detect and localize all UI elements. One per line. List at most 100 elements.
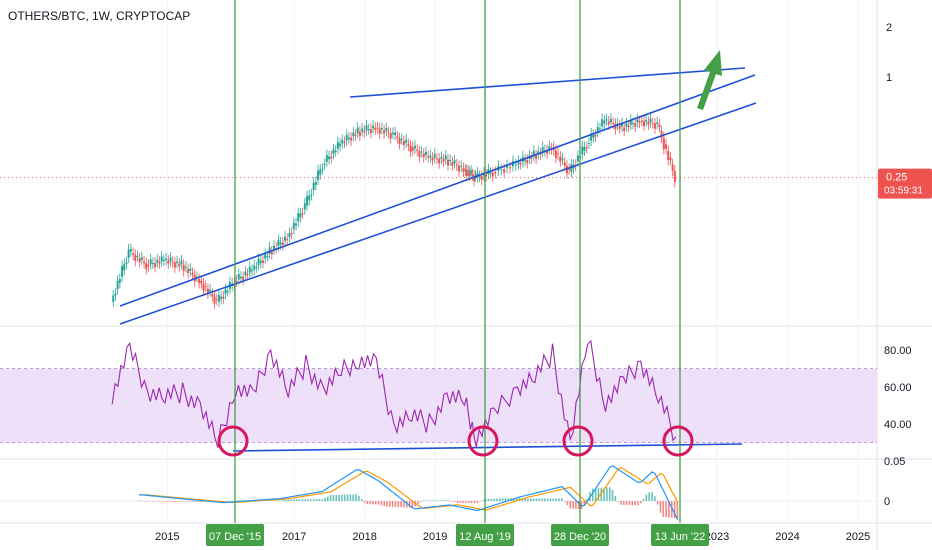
macd-histogram-bar xyxy=(293,499,295,501)
candle-body xyxy=(541,147,544,153)
candle-body xyxy=(396,136,399,139)
macd-histogram-bar xyxy=(169,501,171,502)
macd-histogram-bar xyxy=(310,499,312,501)
candle-body xyxy=(476,172,479,178)
macd-histogram-bar xyxy=(620,501,622,505)
candle-body xyxy=(587,142,590,144)
macd-histogram-bar xyxy=(445,500,448,501)
candle-body xyxy=(576,155,579,162)
candle-body xyxy=(127,249,130,258)
macd-histogram-bar xyxy=(482,500,484,501)
candle-body xyxy=(506,165,509,169)
macd-histogram-bar xyxy=(389,501,391,507)
candle-body xyxy=(433,154,436,159)
macd-histogram-bar xyxy=(625,501,628,505)
candle-body xyxy=(134,254,137,262)
candle-body xyxy=(140,257,143,260)
candle-body xyxy=(143,261,146,264)
macd-histogram-bar xyxy=(341,494,343,501)
macd-histogram-bar xyxy=(349,494,352,501)
candle-body xyxy=(462,168,465,172)
candle-body xyxy=(209,289,212,292)
candle-body xyxy=(478,176,481,178)
candle-body xyxy=(156,259,159,263)
candle-body xyxy=(631,123,634,125)
candle-body xyxy=(431,157,434,161)
candle-body xyxy=(173,262,176,268)
macd-histogram-bar xyxy=(561,498,563,501)
macd-histogram-bar xyxy=(332,495,335,501)
macd-histogram-bar xyxy=(654,496,656,501)
macd-histogram-bar xyxy=(403,501,405,508)
candle-body xyxy=(645,119,648,122)
macd-histogram-bar xyxy=(298,499,301,501)
candle-body xyxy=(651,123,654,125)
candle-body xyxy=(332,149,335,154)
macd-histogram-bar xyxy=(290,499,292,501)
candle-body xyxy=(319,169,322,175)
rsi-axis-tick-label: 80.00 xyxy=(884,345,912,357)
macd-histogram-bar xyxy=(273,500,276,501)
candle-body xyxy=(295,223,298,226)
candle-body xyxy=(180,260,183,265)
candle-body xyxy=(347,137,350,140)
macd-histogram-bar xyxy=(439,500,442,501)
candle-body xyxy=(467,170,470,172)
candle-body xyxy=(206,288,209,294)
candle-body xyxy=(394,132,397,136)
candle-body xyxy=(649,118,652,123)
macd-histogram-bar xyxy=(639,501,642,504)
candle-body xyxy=(491,172,494,177)
candle-body xyxy=(248,266,251,273)
macd-histogram-bar xyxy=(152,501,154,502)
candle-body xyxy=(187,268,190,274)
candle-body xyxy=(557,153,560,155)
rsi-line xyxy=(111,339,677,448)
macd-histogram-bar xyxy=(504,498,507,501)
macd-histogram-bar xyxy=(383,501,385,506)
macd-histogram-bar xyxy=(436,500,439,501)
candle-body xyxy=(489,172,492,174)
candle-body xyxy=(590,133,593,141)
candle-body xyxy=(565,165,568,174)
candle-body xyxy=(202,283,205,291)
time-axis-year-label: 2015 xyxy=(155,531,179,543)
macd-histogram-bar xyxy=(467,501,470,503)
candle-body xyxy=(391,132,394,135)
candle-body xyxy=(524,159,527,162)
candle-body xyxy=(636,119,639,123)
candle-body xyxy=(290,233,293,235)
candle-body xyxy=(165,258,168,261)
macd-histogram-bar xyxy=(662,501,665,517)
candle-body xyxy=(424,152,427,155)
macd-histogram-bar xyxy=(338,494,340,501)
macd-histogram-bar xyxy=(462,501,464,503)
candle-body xyxy=(535,155,538,159)
candle-body xyxy=(273,245,276,250)
macd-histogram-bar xyxy=(400,501,402,508)
candle-body xyxy=(494,172,497,174)
candle-body xyxy=(129,249,132,252)
macd-layer xyxy=(0,465,877,520)
macd-histogram-bar xyxy=(197,501,199,502)
macd-histogram-bar xyxy=(524,498,526,501)
candle-body xyxy=(620,123,623,127)
candle-body xyxy=(182,264,185,272)
candle-body xyxy=(255,267,258,269)
macd-histogram-bar xyxy=(397,501,400,508)
macd-histogram-bar xyxy=(200,501,202,502)
candle-body xyxy=(592,134,595,138)
macd-histogram-bar xyxy=(515,498,518,501)
macd-histogram-bar xyxy=(487,498,490,501)
macd-histogram-bar xyxy=(634,501,636,506)
candle-body xyxy=(514,164,517,166)
macd-histogram-bar xyxy=(670,501,673,518)
candle-body xyxy=(656,122,659,125)
macd-histogram-bar xyxy=(140,500,143,502)
candle-body xyxy=(429,155,432,158)
rsi-low-circle xyxy=(562,425,594,457)
rsi-low-circle xyxy=(662,425,694,457)
